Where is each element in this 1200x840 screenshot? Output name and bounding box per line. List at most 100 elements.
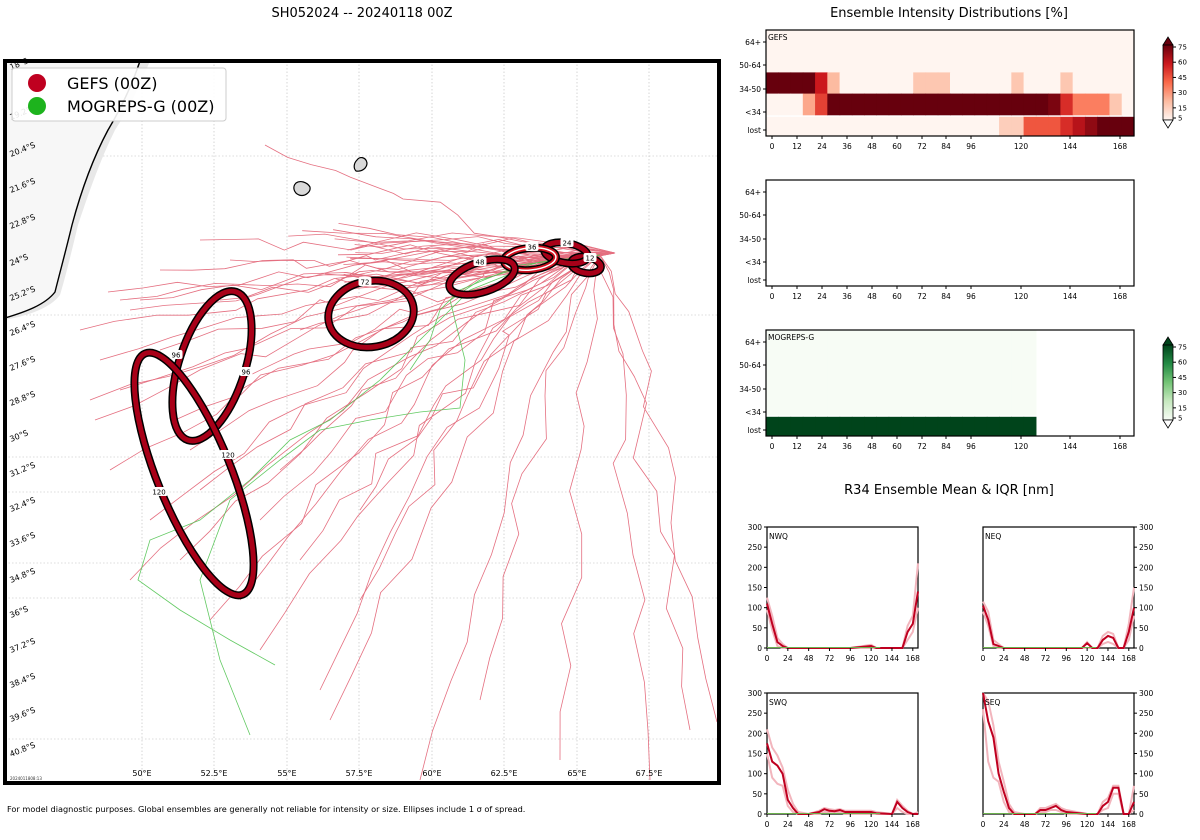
intensity-x-label: 168 bbox=[1113, 442, 1128, 451]
heatmap-cell bbox=[815, 51, 828, 73]
heatmap-cell bbox=[1011, 116, 1025, 136]
heatmap-cell bbox=[876, 330, 890, 352]
intensity-x-label: 60 bbox=[892, 142, 902, 151]
intensity-x-label: 12 bbox=[792, 142, 802, 151]
heatmap-cell bbox=[827, 93, 841, 116]
intensity-y-label: lost bbox=[747, 276, 761, 285]
heatmap-cell bbox=[950, 372, 963, 395]
heatmap-cell bbox=[864, 393, 877, 416]
heatmap-cell bbox=[851, 372, 865, 395]
gefs-track-line bbox=[319, 254, 601, 691]
lon-label: 67.5°E bbox=[636, 769, 663, 778]
r34-x-label: 168 bbox=[1122, 654, 1137, 663]
heatmap-cell bbox=[974, 51, 988, 73]
heatmap-cell bbox=[888, 116, 902, 136]
heatmap-cell bbox=[1072, 72, 1086, 95]
heatmap-cell bbox=[1084, 93, 1098, 116]
heatmap-cell bbox=[802, 116, 816, 136]
longitude-labels: 50°E 52.5°E 55°E 57.5°E 60°E 62.5°E 65°E 67.5°E bbox=[132, 769, 662, 778]
intensity-y-label: lost bbox=[747, 426, 761, 435]
heatmap-cell bbox=[999, 330, 1012, 352]
r34-y-label: 300 bbox=[748, 689, 763, 698]
heatmap-cell bbox=[864, 51, 877, 73]
heatmap-cell bbox=[950, 393, 963, 416]
intensity-y-label: 34-50 bbox=[739, 385, 761, 394]
heatmap-cell bbox=[925, 30, 939, 52]
r34-y-label: 150 bbox=[1139, 750, 1154, 759]
heatmap-cell bbox=[1109, 93, 1123, 116]
heatmap-cell bbox=[790, 393, 804, 416]
intensity-y-label: 34-50 bbox=[739, 85, 761, 94]
gefs-track-line bbox=[343, 245, 616, 265]
heatmap-cell bbox=[766, 93, 779, 116]
heatmap-cell bbox=[802, 93, 816, 116]
heatmap-cell bbox=[1084, 72, 1098, 95]
ellipse-hour-label: 96 bbox=[172, 352, 181, 360]
heatmap-cell bbox=[999, 116, 1012, 136]
ellipse-label-bg bbox=[150, 487, 168, 496]
r34-x-label: 72 bbox=[825, 654, 835, 663]
colorbar-label: 30 bbox=[1178, 389, 1187, 397]
heatmap-cell bbox=[999, 51, 1012, 73]
heatmap-cell bbox=[1109, 30, 1123, 52]
heatmap-cell bbox=[1011, 372, 1025, 395]
heatmap-cell bbox=[876, 393, 890, 416]
heatmap-cell bbox=[815, 351, 828, 373]
heatmap-cell bbox=[766, 330, 779, 352]
intensity-x-label: 84 bbox=[941, 292, 951, 301]
heatmap-cell bbox=[778, 416, 792, 436]
r34-y-label: 250 bbox=[748, 543, 763, 552]
r34-mean-line bbox=[982, 692, 1135, 815]
island-reunion bbox=[293, 181, 311, 197]
heatmap-cell bbox=[839, 372, 853, 395]
heatmap-cell bbox=[974, 416, 988, 436]
heatmap-cell bbox=[888, 393, 902, 416]
colorbar-label: 5 bbox=[1178, 115, 1182, 123]
r34-mean-line bbox=[766, 743, 918, 816]
intensity-y-label: 64+ bbox=[745, 188, 761, 197]
colorbar-bottom-arrow bbox=[1162, 119, 1174, 129]
heatmap-cell bbox=[1048, 93, 1061, 116]
intensity-panel: 64+ 50-64 34-50 <34 lost 0 12 24 36 48 60 72 84 96 120… bbox=[739, 179, 1135, 301]
gefs-track-line bbox=[209, 254, 601, 621]
heatmap-cell bbox=[790, 30, 804, 52]
r34-x-label: 144 bbox=[1101, 654, 1116, 663]
heatmap-cell bbox=[839, 51, 853, 73]
r34-x-label: 72 bbox=[825, 820, 835, 829]
r34-x-label: 144 bbox=[885, 654, 900, 663]
heatmap-cell bbox=[815, 330, 828, 352]
gefs-track-line bbox=[129, 254, 601, 581]
heatmap-cell bbox=[802, 393, 816, 416]
heatmap-cell bbox=[802, 330, 816, 352]
heatmap-cell bbox=[986, 116, 1000, 136]
heatmap-cell bbox=[1011, 393, 1025, 416]
heatmap-cell bbox=[1023, 351, 1037, 373]
heatmap-cell bbox=[1121, 30, 1135, 52]
lon-label: 50°E bbox=[132, 769, 151, 778]
intensity-panel: GEFS 64+ 50-64 34-50 <34 lost 0 12 24 36 48 60 72 84 9… bbox=[739, 29, 1187, 151]
heatmap-cell bbox=[778, 93, 792, 116]
heatmap-cell bbox=[864, 372, 877, 395]
r34-y-label: 100 bbox=[1139, 604, 1154, 613]
heatmap-cell bbox=[1121, 116, 1135, 136]
heatmap-cell bbox=[937, 372, 951, 395]
ellipse-hour-label: 96 bbox=[242, 369, 251, 377]
heatmap-cell bbox=[950, 51, 963, 73]
intensity-x-label: 120 bbox=[1014, 442, 1029, 451]
heatmap-cell bbox=[962, 351, 976, 373]
intensity-x-label: 96 bbox=[966, 142, 976, 151]
heatmap-cell bbox=[913, 51, 927, 73]
heatmap-cell bbox=[1023, 72, 1037, 95]
ellipse-label-bg bbox=[473, 257, 487, 266]
heatmap-cell bbox=[999, 416, 1012, 436]
r34-y-label: 300 bbox=[1139, 523, 1154, 532]
heatmap-cell bbox=[986, 72, 1000, 95]
heatmap-cell bbox=[766, 51, 779, 73]
heatmap-cell bbox=[1011, 93, 1025, 116]
heatmap-cell bbox=[913, 72, 927, 95]
heatmap-cell bbox=[1023, 116, 1037, 136]
r34-y-label: 0 bbox=[757, 644, 762, 653]
heatmap-cell bbox=[925, 72, 939, 95]
heatmap-cell bbox=[1121, 72, 1135, 95]
heatmap-cell bbox=[839, 30, 853, 52]
